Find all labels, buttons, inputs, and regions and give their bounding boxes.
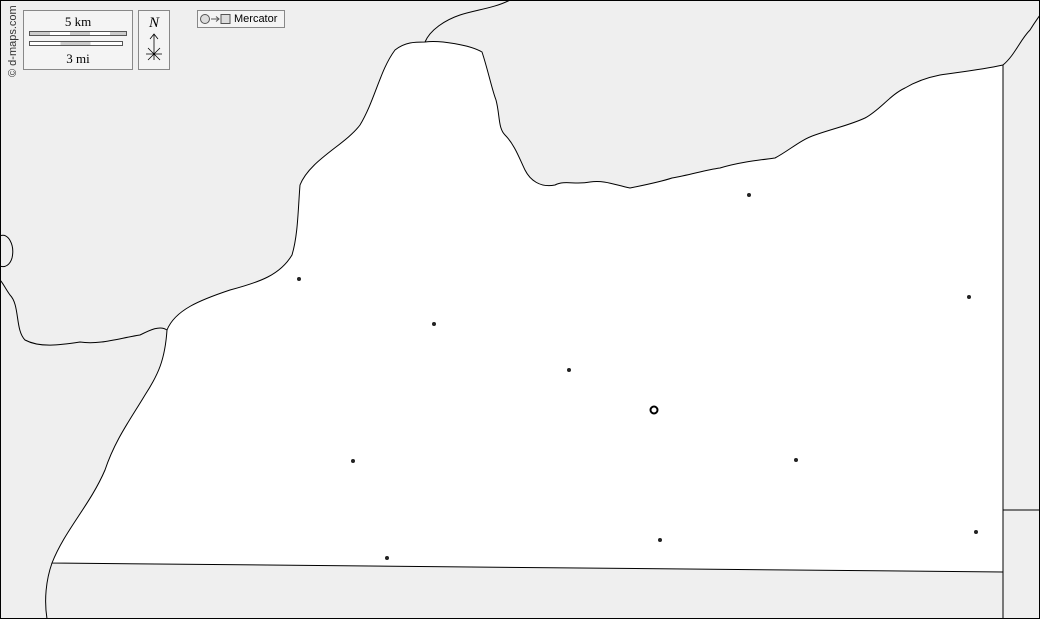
town-marker bbox=[432, 322, 436, 326]
projection-label: Mercator bbox=[197, 10, 285, 28]
scale-km-label: 5 km bbox=[64, 14, 92, 29]
compass-rose-icon bbox=[146, 33, 162, 61]
town-marker bbox=[567, 368, 571, 372]
town-marker bbox=[747, 193, 751, 197]
county-area bbox=[51, 41, 1004, 573]
town-marker bbox=[658, 538, 662, 542]
border-east bbox=[1002, 509, 1040, 619]
north-arrow: N bbox=[138, 10, 170, 70]
scale-mi-bar bbox=[29, 41, 123, 46]
town-marker bbox=[974, 530, 978, 534]
north-label: N bbox=[148, 15, 159, 31]
projection-name: Mercator bbox=[234, 13, 278, 25]
scale-km-bar bbox=[29, 31, 127, 36]
town-marker bbox=[351, 459, 355, 463]
capital-marker bbox=[649, 405, 659, 415]
circle-to-square-icon bbox=[200, 14, 231, 25]
lake-west bbox=[0, 234, 14, 268]
river-northeast bbox=[1002, 14, 1040, 66]
scale-mi-label: 3 mi bbox=[66, 51, 90, 66]
river-north bbox=[424, 0, 511, 43]
copyright-text: © d-maps.com bbox=[7, 5, 19, 77]
town-marker bbox=[297, 277, 301, 281]
scale-bar: 5 km 3 mi bbox=[23, 10, 133, 70]
town-marker bbox=[967, 295, 971, 299]
town-marker bbox=[385, 556, 389, 560]
town-marker bbox=[794, 458, 798, 462]
river-west bbox=[0, 279, 168, 346]
border-southwest bbox=[45, 562, 53, 619]
places-layer bbox=[297, 193, 978, 560]
